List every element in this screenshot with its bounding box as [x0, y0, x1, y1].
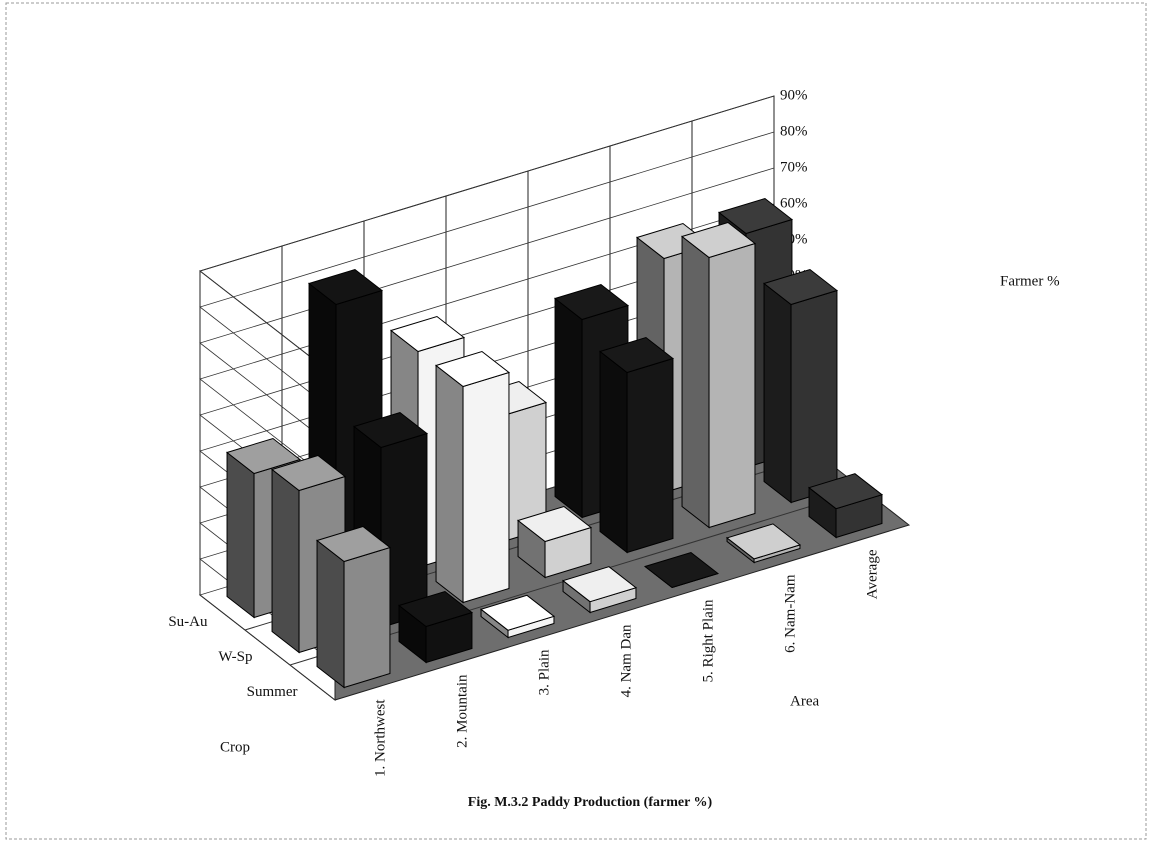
- x-tick-label: 2. Mountain: [454, 674, 470, 748]
- bar-top: [225, 437, 302, 475]
- bar-front: [626, 357, 674, 554]
- y-tick-label: 70%: [780, 159, 808, 175]
- bar-side: [226, 451, 255, 619]
- z-axis-label: Crop: [220, 739, 250, 755]
- frame: [5, 2, 1147, 840]
- bar-side: [554, 297, 583, 519]
- bar-top: [434, 350, 511, 388]
- grid-line: [199, 167, 775, 449]
- legend-label: Summer: [247, 684, 298, 700]
- bar-front: [708, 242, 756, 529]
- y-tick-label: 80%: [780, 123, 808, 139]
- x-axis-label: Area: [790, 693, 819, 709]
- bar-top: [643, 551, 720, 589]
- bar-top: [315, 525, 392, 563]
- bar-top: [352, 411, 429, 449]
- bar-front: [462, 371, 510, 604]
- bar-side: [435, 364, 464, 604]
- bar-front: [343, 546, 391, 689]
- x-tick-label: 6. Nam-Nam: [782, 574, 798, 653]
- bar-top: [479, 594, 556, 631]
- x-tick-label: 1. Northwest: [372, 699, 388, 777]
- legend-label: W-Sp: [218, 649, 252, 665]
- bar-top: [717, 197, 794, 235]
- x-tick-label: 5. Right Plain: [700, 599, 716, 682]
- y-tick-label: 90%: [780, 87, 808, 103]
- bar-top: [762, 268, 839, 306]
- y-tick-label: 60%: [780, 195, 808, 211]
- bar-side: [599, 350, 628, 554]
- grid-line: [199, 131, 775, 413]
- grid-line: [199, 95, 775, 377]
- bar-side: [763, 282, 792, 504]
- bar-top: [561, 566, 638, 603]
- bar-top: [807, 473, 884, 510]
- y-axis-label: Farmer %: [1000, 273, 1060, 289]
- x-tick-label: 3. Plain: [536, 649, 552, 695]
- x-tick-label: Average: [864, 549, 880, 599]
- bar-side: [681, 235, 710, 529]
- bar-top: [680, 221, 757, 259]
- bar-top: [270, 454, 347, 492]
- bar-top: [598, 336, 675, 374]
- bar-top: [516, 505, 593, 543]
- bar-top: [397, 590, 474, 628]
- x-tick-label: 4. Nam Dan: [618, 624, 634, 697]
- bar-top: [389, 315, 466, 353]
- bar-top: [725, 523, 802, 560]
- bar-side: [271, 468, 300, 654]
- legend-label: Su-Au: [168, 614, 208, 630]
- chart-title: Fig. M.3.2 Paddy Production (farmer %): [468, 795, 713, 810]
- grid-line: [199, 203, 775, 485]
- bar-side: [316, 539, 345, 689]
- bar-top: [307, 268, 384, 306]
- bar-top: [553, 283, 630, 321]
- bar-front: [790, 289, 838, 504]
